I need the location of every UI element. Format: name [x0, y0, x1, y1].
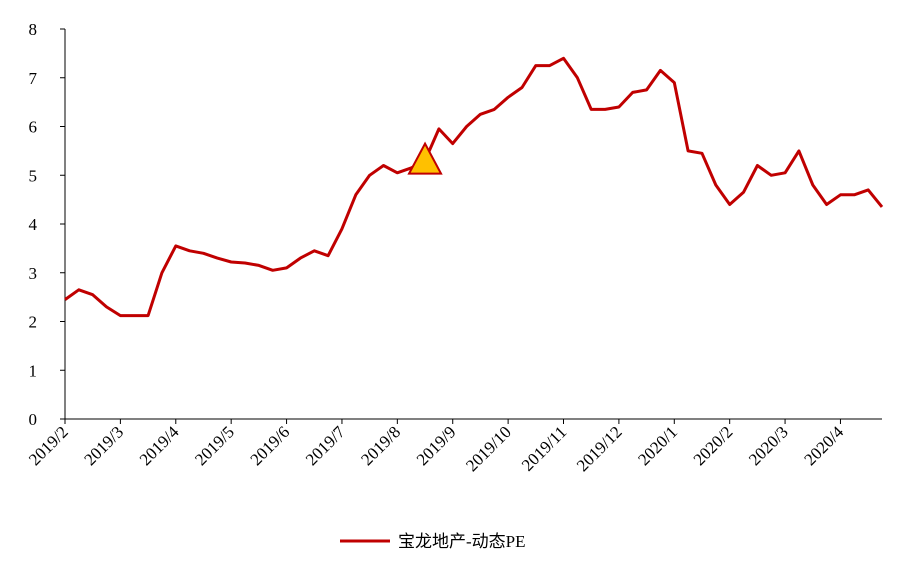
x-tick-label: 2019/2 — [25, 422, 72, 469]
triangle-marker — [407, 141, 443, 175]
x-tick-label: 2019/8 — [357, 422, 404, 469]
x-tick-label: 2019/12 — [573, 422, 626, 475]
x-tick-label: 2019/3 — [80, 422, 127, 469]
x-tick-label: 2019/7 — [302, 422, 349, 469]
y-tick-label: 7 — [29, 69, 38, 88]
y-tick-label: 6 — [29, 118, 38, 137]
y-tick-label: 4 — [29, 215, 38, 234]
x-tick-label: 2019/6 — [247, 422, 294, 469]
y-tick-label: 1 — [29, 361, 38, 380]
line-series — [64, 56, 884, 318]
x-tick-label: 2020/4 — [800, 422, 847, 469]
y-tick-label: 3 — [29, 264, 38, 283]
y-tick-label: 2 — [29, 313, 38, 332]
legend-label: 宝龙地产-动态PE — [398, 532, 526, 551]
x-tick-label: 2019/5 — [191, 422, 238, 469]
x-tick-label: 2019/4 — [136, 422, 183, 469]
x-tick-label: 2019/10 — [462, 422, 515, 475]
y-tick-label: 0 — [29, 410, 38, 429]
x-tick-label: 2020/1 — [634, 422, 681, 469]
y-tick-label: 8 — [29, 20, 38, 39]
x-tick-label: 2019/11 — [518, 422, 570, 474]
y-tick-label: 5 — [29, 166, 38, 185]
x-tick-label: 2019/9 — [413, 422, 460, 469]
x-tick-label: 2020/2 — [690, 422, 737, 469]
x-tick-label: 2020/3 — [745, 422, 792, 469]
